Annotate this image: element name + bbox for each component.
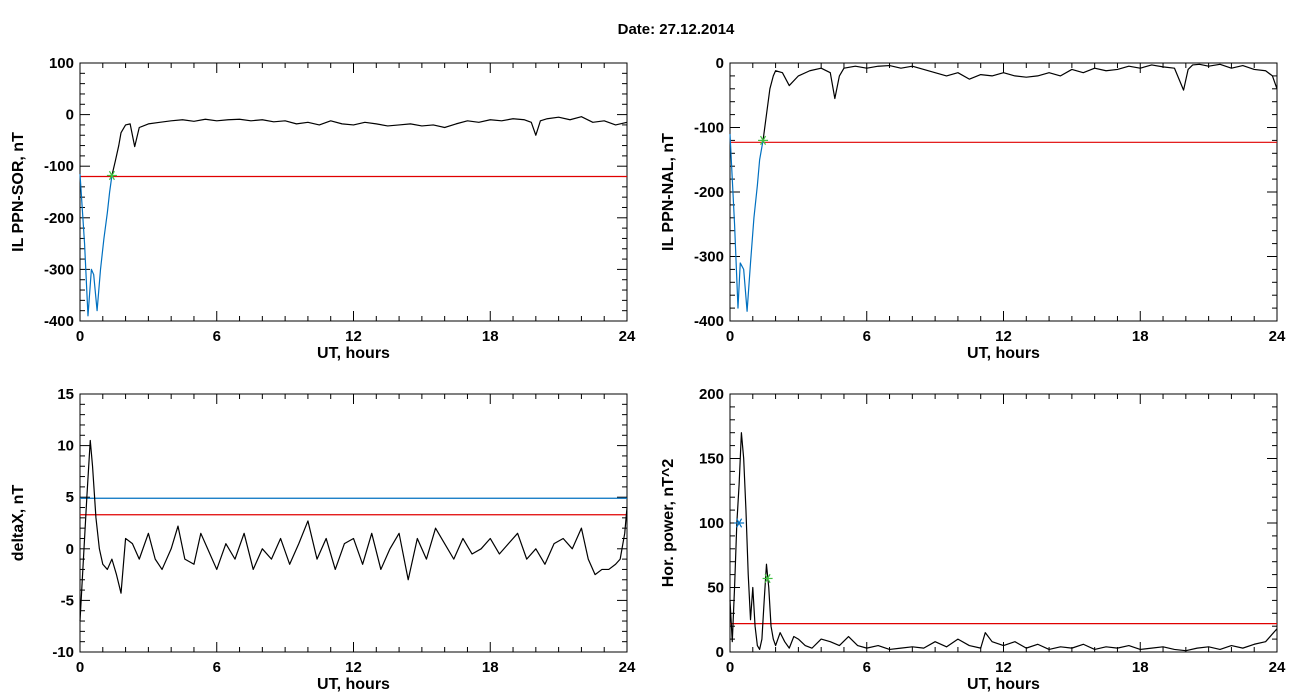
chart-deltax: 0 6 12 18 24 -10 -5 0 5 10 15 UT, hours deltaX, nT (10, 386, 636, 693)
series-line-1 (762, 63, 1278, 141)
y-tick-label: 10 (57, 438, 74, 455)
x-tick-label: 6 (213, 328, 221, 345)
x-tick-label: 6 (863, 659, 871, 676)
y-tick-label: 15 (57, 386, 74, 403)
y-tick-label: 0 (716, 644, 724, 661)
asterisk-stroke (736, 518, 743, 528)
y-tick-label: 5 (66, 489, 74, 506)
x-tick-label: 0 (726, 659, 734, 676)
y-tick-label: -400 (44, 313, 74, 330)
y-tick-label: -400 (694, 313, 724, 330)
x-tick-label: 24 (619, 328, 636, 345)
asterisk-marker (762, 573, 773, 584)
x-tick-label: 18 (482, 328, 499, 345)
x-tick-label: 24 (1269, 659, 1286, 676)
y-tick-label: 0 (66, 107, 74, 124)
asterisk-stroke (760, 135, 767, 146)
series-line-0 (79, 173, 113, 317)
x-axis-label: UT, hours (317, 345, 390, 362)
asterisk-stroke (764, 573, 771, 584)
x-tick-label: 12 (995, 659, 1012, 676)
x-tick-label: 0 (726, 328, 734, 345)
y-tick-label: -300 (44, 261, 74, 278)
x-tick-label: 6 (213, 659, 221, 676)
asterisk-marker (758, 135, 769, 146)
y-tick-label: 150 (699, 451, 724, 468)
asterisk-stroke (108, 170, 115, 181)
figure-title: Date: 27.12.2014 (618, 21, 735, 38)
chart-il-sor: 0 6 12 18 24 -400 -300 -200 -100 0 100 UT, hours IL … (10, 55, 636, 362)
x-tick-label: 18 (482, 659, 499, 676)
chart-hor-power: 0 6 12 18 24 0 50 100 150 200 UT, hours Hor. power,… (660, 386, 1286, 693)
y-axis-label: IL PPN-SOR, nT (10, 132, 27, 252)
x-axis-label: UT, hours (317, 676, 390, 693)
x-axis-label: UT, hours (967, 676, 1040, 693)
y-tick-label: -200 (694, 184, 724, 201)
series-line-0 (729, 432, 1278, 652)
plot-frame (729, 393, 1278, 653)
y-tick-label: 100 (699, 515, 724, 532)
x-tick-label: 12 (995, 328, 1012, 345)
y-tick-label: 0 (716, 55, 724, 72)
chart-il-nal: 0 6 12 18 24 -400 -300 -200 -100 0 UT, hours IL PPN… (660, 55, 1286, 362)
x-axis-label: UT, hours (967, 345, 1040, 362)
y-tick-label: -10 (52, 644, 74, 661)
y-tick-label: -200 (44, 210, 74, 227)
series-line-0 (79, 439, 628, 622)
y-axis-label: deltaX, nT (10, 485, 27, 562)
plot-frame (79, 393, 628, 653)
y-axis-label: IL PPN-NAL, nT (660, 133, 677, 251)
x-tick-label: 12 (345, 659, 362, 676)
x-tick-label: 6 (863, 328, 871, 345)
series-line-1 (111, 116, 628, 176)
y-tick-label: 100 (49, 55, 74, 72)
plot-frame (729, 62, 1278, 322)
x-tick-label: 24 (619, 659, 636, 676)
plot-frame (79, 62, 628, 322)
asterisk-marker (106, 170, 117, 181)
x-tick-label: 12 (345, 328, 362, 345)
asterisk-marker (734, 518, 745, 528)
x-tick-label: 18 (1132, 659, 1149, 676)
y-tick-label: -100 (694, 120, 724, 137)
y-tick-label: 200 (699, 386, 724, 403)
x-tick-label: 0 (76, 659, 84, 676)
x-tick-label: 24 (1269, 328, 1286, 345)
x-tick-label: 0 (76, 328, 84, 345)
y-tick-label: 0 (66, 541, 74, 558)
y-tick-label: -5 (61, 592, 74, 609)
x-tick-label: 18 (1132, 328, 1149, 345)
y-tick-label: -100 (44, 158, 74, 175)
y-tick-label: 50 (707, 580, 724, 597)
y-axis-label: Hor. power, nT^2 (660, 459, 677, 588)
y-tick-label: -300 (694, 249, 724, 266)
series-line-0 (729, 133, 764, 312)
